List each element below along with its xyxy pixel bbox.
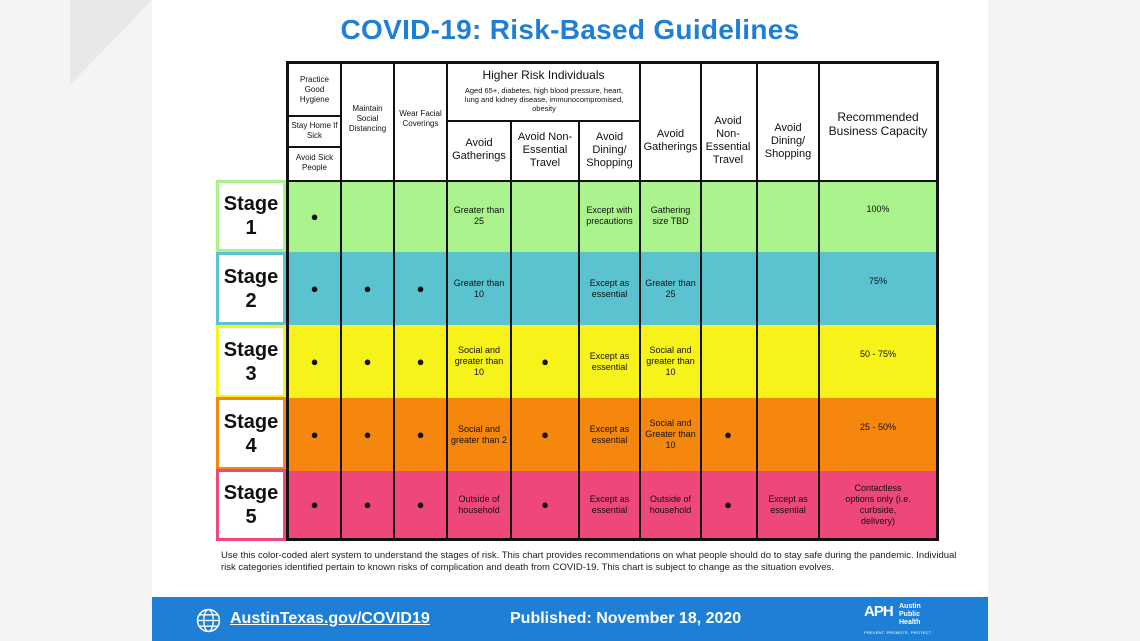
- header-higher-risk-title: Higher Risk Individuals: [482, 67, 605, 82]
- table-cell: ●: [416, 497, 425, 512]
- footer-bar: AustinTexas.gov/COVID19 Published: Novem…: [152, 597, 988, 641]
- stage-4-label: Stage 4: [216, 397, 286, 470]
- table-cell: ●: [363, 427, 372, 442]
- header-maintain-distancing: Maintain Social Distancing: [348, 104, 387, 133]
- table-cell: Social and Greater than 10: [645, 418, 696, 450]
- stage-word: Stage: [223, 482, 279, 504]
- header-avoid-gatherings: Avoid Gatherings: [643, 128, 698, 153]
- header-hr-avoid-gatherings: Avoid Gatherings: [452, 137, 506, 162]
- table-cell: ●: [310, 281, 319, 296]
- header-avoid-travel: Avoid Non-Essential Travel: [705, 115, 751, 166]
- stage-number: 1: [245, 217, 257, 239]
- guidelines-table: Practice Good Hygiene Stay Home If Sick …: [286, 61, 939, 541]
- table-cell: [760, 398, 816, 471]
- table-cell: Greater than 25: [645, 277, 696, 299]
- header-stay-home: Stay Home If Sick: [291, 121, 338, 140]
- aph-tagline: PREVENT. PROMOTE. PROTECT.: [864, 630, 933, 635]
- table-cell: Except as essential: [589, 493, 630, 515]
- footnote: Use this color-coded alert system to und…: [221, 550, 957, 573]
- stage-word: Stage: [223, 410, 279, 433]
- published-date: Published: November 18, 2020: [510, 610, 742, 627]
- table-cell: Gathering size TBD: [650, 205, 691, 226]
- table-cell: Greater than 10: [453, 277, 505, 299]
- stage-number: 2: [245, 289, 257, 312]
- table-cell: 75%: [868, 276, 887, 286]
- table-cell: 100%: [866, 204, 890, 214]
- header-practice-hygiene: Practice Good Hygiene: [299, 75, 330, 104]
- table-cell: ●: [310, 208, 319, 224]
- table-cell: 50 - 75%: [859, 349, 897, 359]
- table-cell: Contactless options only (i.e. curbside,…: [845, 483, 911, 526]
- stage-number: 3: [245, 362, 257, 385]
- table-cell: [760, 252, 816, 325]
- stage-word: Stage: [223, 265, 279, 288]
- table-cell: [702, 180, 754, 252]
- table-cell: Except as essential: [589, 277, 630, 299]
- stage-2-label: Stage 2: [216, 252, 286, 325]
- stage-word: Stage: [223, 193, 279, 215]
- stage3-band: [289, 325, 936, 398]
- table-cell: Except as essential: [589, 350, 630, 372]
- stage5-band: [289, 471, 936, 538]
- table-cell: ●: [724, 427, 732, 442]
- stage1-band: [289, 180, 936, 252]
- stage2-band: [289, 252, 936, 325]
- stage4-band: [289, 398, 936, 471]
- header-hr-avoid-dining: Avoid Dining/ Shopping: [586, 130, 633, 169]
- stage-3-label: Stage 3: [216, 325, 286, 398]
- table-cell: ●: [541, 497, 549, 512]
- table-cell: Outside of household: [649, 493, 692, 515]
- table-cell: ●: [363, 497, 372, 512]
- table-cell: [514, 252, 576, 325]
- table-cell: [397, 180, 444, 252]
- table-cell: ●: [310, 354, 319, 369]
- table-cell: [702, 325, 754, 398]
- stage-word: Stage: [223, 338, 279, 361]
- table-cell: Except as essential: [589, 423, 630, 445]
- globe-icon: [196, 608, 221, 633]
- table-cell: Social and greater than 10: [646, 345, 695, 377]
- table-cell: [760, 180, 816, 252]
- header-hr-avoid-travel: Avoid Non-Essential Travel: [517, 130, 573, 169]
- header-avoid-sick: Avoid Sick People: [295, 153, 334, 172]
- header-higher-risk-desc: Aged 65+, diabetes, high blood pressure,…: [464, 85, 624, 113]
- stage-number: 4: [245, 434, 257, 457]
- table-cell: [514, 180, 576, 252]
- table-cell: Except with precautions: [586, 205, 633, 226]
- table-cell: ●: [416, 427, 425, 442]
- table-cell: Except as essential: [768, 493, 808, 515]
- aph-logo-text: Austin Public Health: [899, 603, 921, 626]
- table-cell: Outside of household: [458, 493, 500, 515]
- table-cell: 25 - 50%: [859, 422, 897, 432]
- website-link[interactable]: AustinTexas.gov/COVID19: [230, 610, 430, 627]
- table-cell: ●: [541, 354, 549, 369]
- table-cell: ●: [310, 497, 319, 512]
- aph-logo-mark: APH: [864, 603, 894, 620]
- table-cell: Greater than 25: [453, 205, 505, 226]
- table-cell: ●: [541, 427, 549, 442]
- table-cell: [760, 325, 816, 398]
- stage-5-label: Stage 5: [216, 469, 286, 541]
- table-cell: ●: [310, 427, 319, 442]
- table-cell: ●: [724, 497, 732, 512]
- table-cell: Social and greater than 2: [450, 423, 508, 445]
- header-wear-coverings: Wear Facial Coverings: [399, 109, 442, 128]
- table-cell: ●: [416, 354, 425, 369]
- corner-fold: [70, 0, 152, 85]
- page-title: COVID-19: Risk-Based Guidelines: [340, 14, 800, 45]
- table-cell: [702, 252, 754, 325]
- header-capacity: Recommended Business Capacity: [828, 110, 928, 138]
- stage-1-label: Stage 1: [216, 180, 286, 252]
- table-cell: ●: [363, 354, 372, 369]
- table-cell: Social and greater than 10: [454, 345, 504, 377]
- table-cell: ●: [363, 281, 372, 296]
- table-cell: ●: [416, 281, 425, 296]
- table-cell: [344, 180, 391, 252]
- stage-number: 5: [245, 506, 257, 528]
- header-avoid-dining: Avoid Dining/ Shopping: [764, 121, 812, 160]
